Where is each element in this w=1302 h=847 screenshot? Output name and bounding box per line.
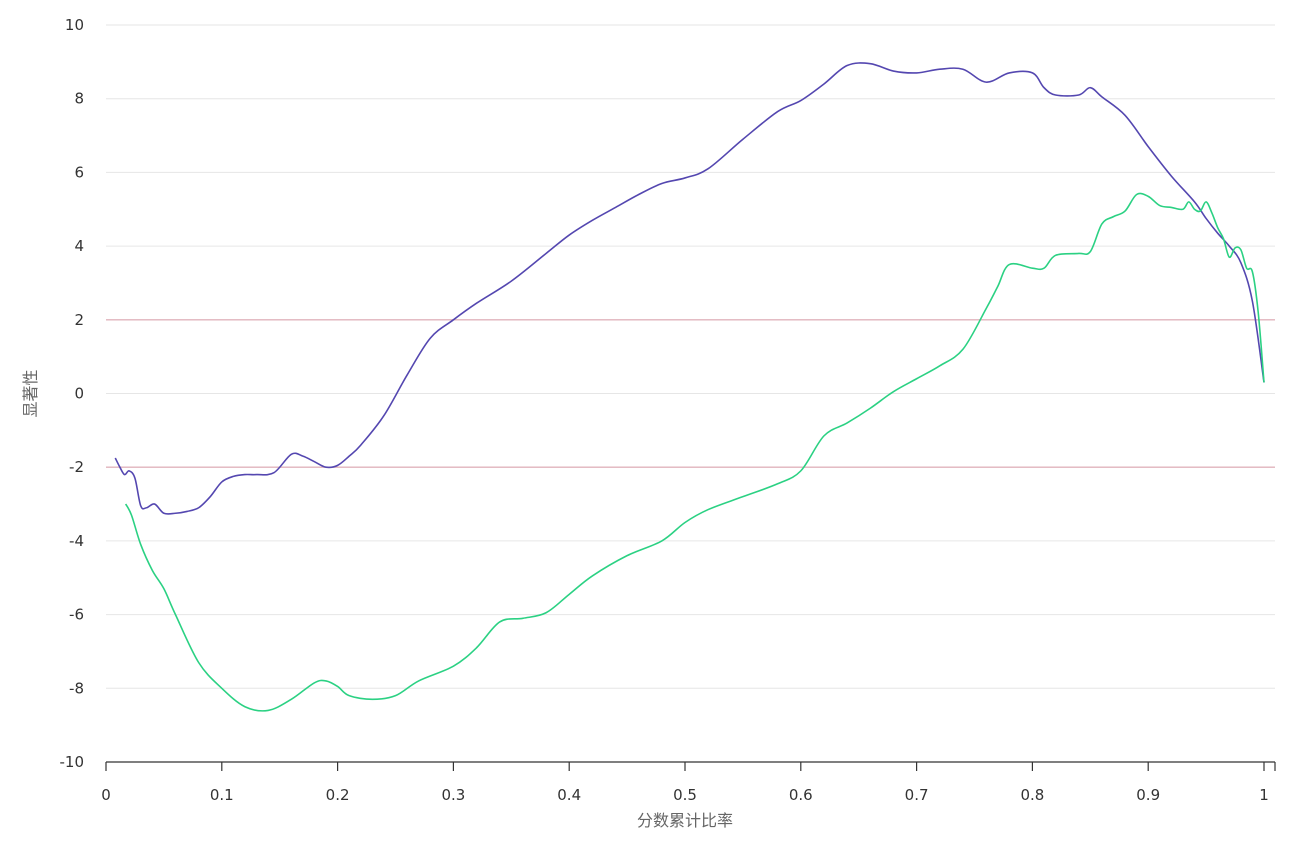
x-tick-label: 0.3 (441, 786, 465, 804)
x-axis (105, 761, 1276, 771)
x-tick-label: 0.5 (673, 786, 697, 804)
y-axis-title: 显著性 (21, 369, 40, 417)
x-tick-label: 0.6 (789, 786, 813, 804)
x-tick-label: 0.9 (1136, 786, 1160, 804)
x-tick-label: 0.7 (905, 786, 929, 804)
y-tick-label: 0 (74, 385, 84, 403)
x-tick-label: 0.2 (326, 786, 350, 804)
x-tick-label: 0 (101, 786, 111, 804)
y-tick-label: 10 (65, 16, 84, 34)
y-tick-label: -8 (69, 679, 84, 697)
y-tick-label: -4 (69, 532, 84, 550)
x-axis-tick-labels: 0 0.1 0.2 0.3 0.4 0.5 0.6 0.7 0.8 0.9 1 (101, 786, 1269, 804)
y-tick-label: -2 (69, 458, 84, 476)
series-line-1 (114, 62, 1265, 515)
grid-lines (106, 24, 1275, 689)
y-tick-label: -10 (60, 753, 85, 771)
x-tick-label: 0.4 (557, 786, 581, 804)
x-tick-label: 0.1 (210, 786, 234, 804)
y-tick-label: 4 (74, 237, 84, 255)
y-tick-label: -6 (69, 606, 84, 624)
series-line-2 (124, 192, 1265, 712)
x-tick-label: 0.8 (1020, 786, 1044, 804)
x-tick-label: 1 (1259, 786, 1269, 804)
y-axis-tick-labels: 10 8 6 4 2 0 -2 -4 -6 -8 -10 (60, 16, 85, 771)
y-tick-label: 6 (74, 163, 84, 181)
x-axis-title: 分数累计比率 (637, 811, 733, 830)
y-tick-label: 8 (74, 90, 84, 108)
series-lines (114, 62, 1265, 712)
y-tick-label: 2 (74, 311, 84, 329)
reference-lines (106, 319, 1275, 468)
